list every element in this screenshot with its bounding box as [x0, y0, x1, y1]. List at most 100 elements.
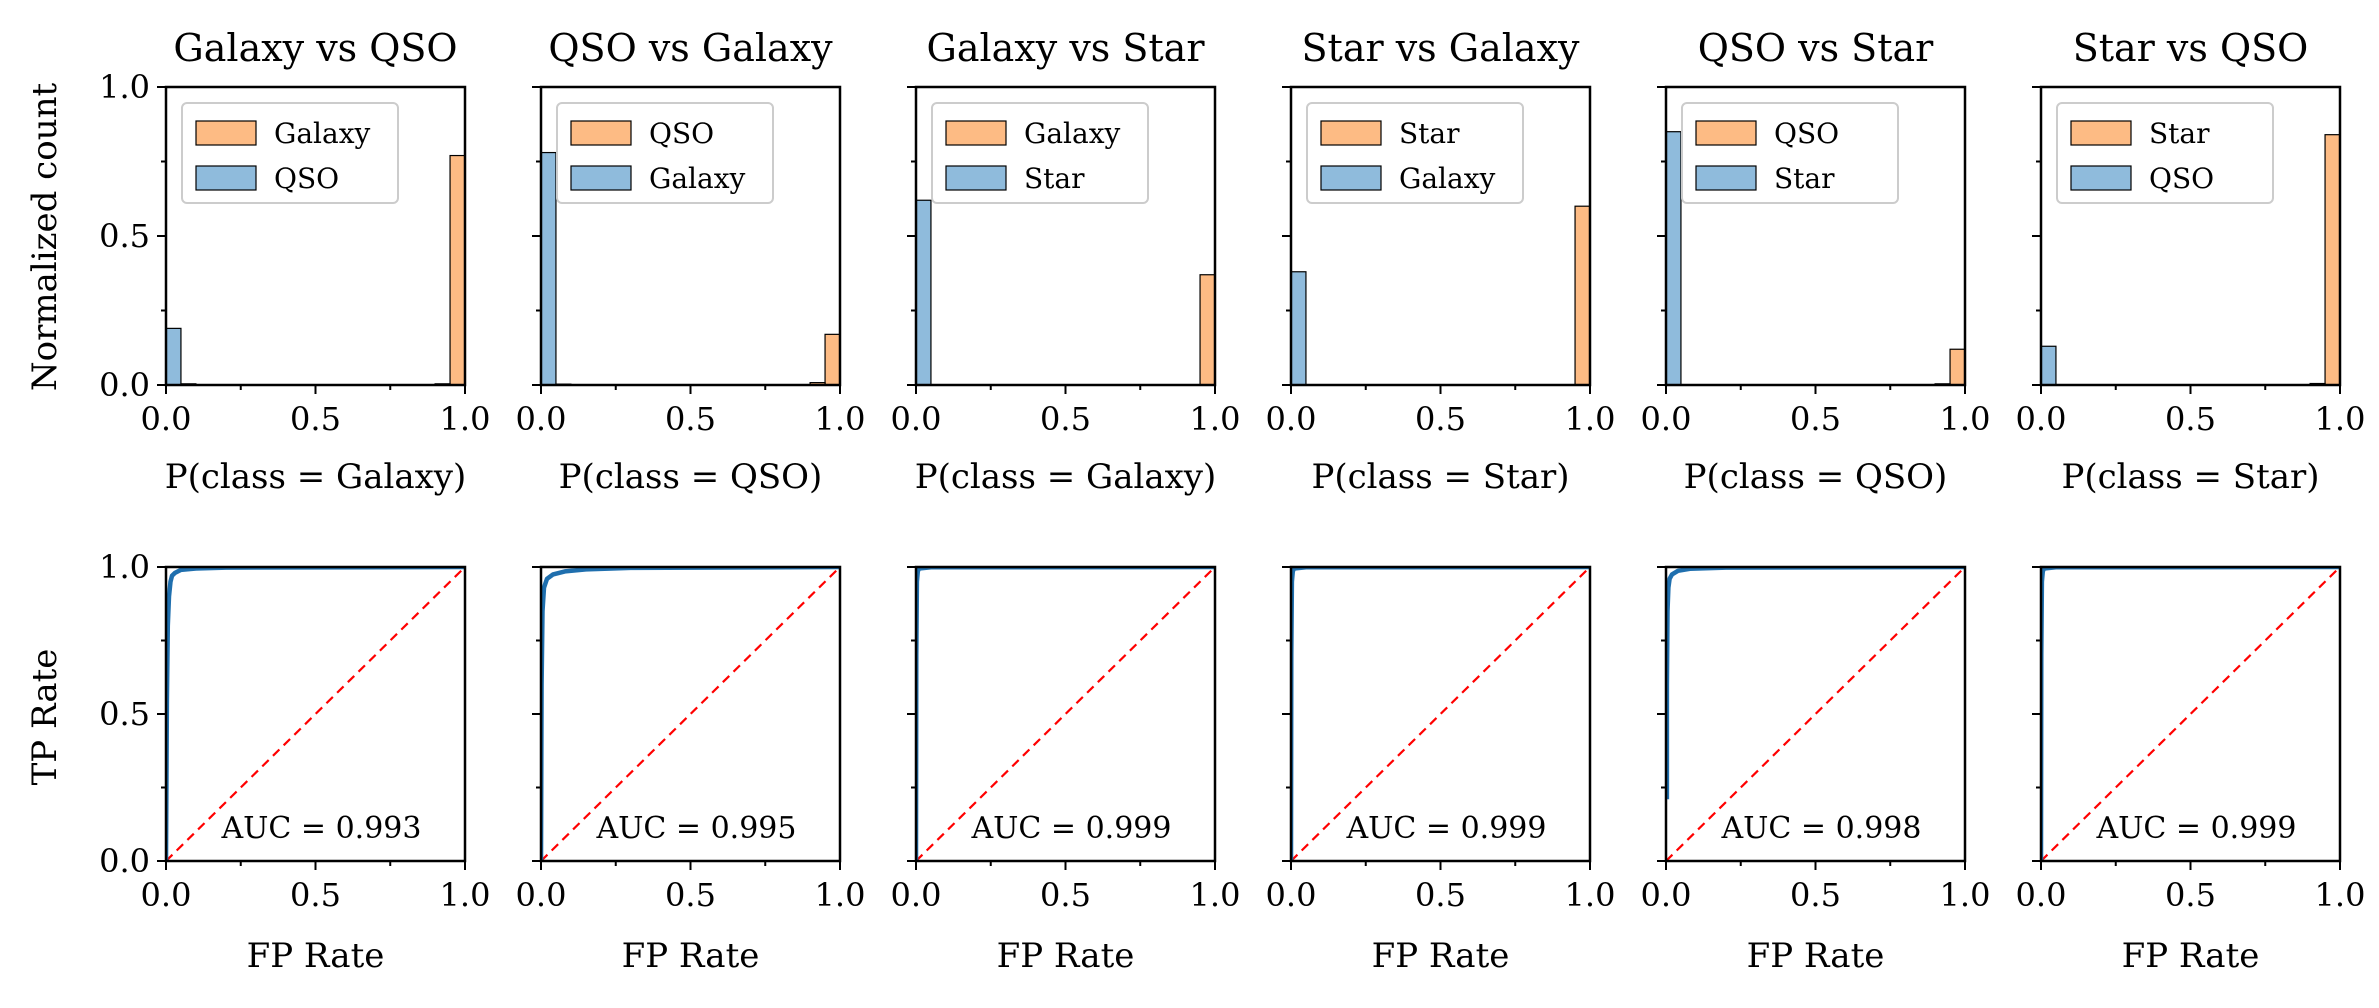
- roc-curve: [1666, 567, 1965, 800]
- y-tick-label: 0.0: [99, 366, 150, 404]
- y-tick-label: 1.0: [99, 548, 150, 586]
- x-tick-label: 1.0: [440, 876, 491, 914]
- auc-annotation: AUC = 0.999: [970, 811, 1171, 846]
- y-tick-label: 0.5: [99, 217, 150, 255]
- panel-title: Star vs QSO: [2073, 26, 2309, 70]
- x-tick-label: 1.0: [815, 876, 866, 914]
- legend-swatch: [195, 120, 257, 146]
- x-tick-label: 0.0: [141, 876, 192, 914]
- y-tick-label: 0.5: [99, 695, 150, 733]
- hist-panel-4: 0.0 0.5 1.0 P(class = Star) Star vs Galaxy St…: [1266, 26, 1616, 497]
- x-tick-label: 1.0: [815, 400, 866, 438]
- x-tick-label: 0.0: [1266, 876, 1317, 914]
- hist-panel-1: 0.0 0.5 1.0 0.0 0.5 1.0 P(class = Galaxy) Galax…: [99, 26, 490, 497]
- histogram-bar: [2324, 134, 2340, 385]
- histogram-bar: [1666, 131, 1682, 385]
- auc-annotation: AUC = 0.998: [1720, 811, 1921, 846]
- roc-panel-4: AUC = 0.999 0.0 0.5 1.0 FP Rate: [1266, 565, 1616, 976]
- x-tick-label: 1.0: [1190, 876, 1241, 914]
- legend-swatch: [1695, 120, 1757, 146]
- legend-swatch: [1320, 120, 1382, 146]
- x-tick-label: 0.0: [891, 876, 942, 914]
- x-axis-label: FP Rate: [1372, 936, 1510, 976]
- legend-label: Star: [1024, 162, 1085, 195]
- legend-label: QSO: [649, 117, 714, 150]
- x-axis-label: FP Rate: [622, 936, 760, 976]
- x-tick-label: 0.0: [1641, 400, 1692, 438]
- hist-ylabel: Normalized count: [25, 83, 65, 392]
- legend-label: Star: [2149, 117, 2210, 150]
- x-tick-label: 0.0: [2016, 876, 2067, 914]
- legend-label: Star: [1774, 162, 1835, 195]
- legend-swatch: [570, 165, 632, 191]
- panel-title: Galaxy vs Star: [927, 26, 1206, 70]
- histogram-bar: [824, 333, 840, 385]
- x-tick-label: 1.0: [1565, 400, 1616, 438]
- chance-diagonal-line: [1291, 567, 1590, 861]
- legend-label: Galaxy: [274, 117, 371, 150]
- legend-label: QSO: [2149, 162, 2214, 195]
- chance-diagonal-line: [2041, 567, 2340, 861]
- x-axis-label: P(class = QSO): [559, 457, 823, 497]
- y-tick-label: 1.0: [99, 68, 150, 106]
- legend-label: Galaxy: [649, 162, 746, 195]
- legend-swatch: [945, 120, 1007, 146]
- legend-label: Star: [1399, 117, 1460, 150]
- x-tick-label: 0.0: [516, 400, 567, 438]
- legend-label: Galaxy: [1024, 117, 1121, 150]
- histogram-bar: [1291, 271, 1307, 385]
- chance-diagonal-line: [1666, 567, 1965, 861]
- roc-ylabel: TP Rate: [25, 649, 65, 786]
- legend-label: QSO: [274, 162, 339, 195]
- legend-swatch: [1320, 165, 1382, 191]
- roc-panel-5: AUC = 0.998 0.0 0.5 1.0 FP Rate: [1641, 565, 1990, 976]
- x-tick-label: 1.0: [440, 400, 491, 438]
- x-tick-label: 0.5: [1415, 876, 1466, 914]
- legend-swatch: [1695, 165, 1757, 191]
- auc-annotation: AUC = 0.999: [1345, 811, 1546, 846]
- x-tick-label: 0.5: [1040, 876, 1091, 914]
- x-axis-label: FP Rate: [1747, 936, 1885, 976]
- plot-area: [541, 151, 840, 385]
- x-tick-label: 0.5: [2165, 400, 2216, 438]
- auc-annotation: AUC = 0.999: [2095, 811, 2296, 846]
- x-tick-label: 0.5: [290, 400, 341, 438]
- x-tick-label: 1.0: [1940, 400, 1991, 438]
- histogram-bar: [1199, 274, 1215, 385]
- histogram-bar: [916, 199, 932, 385]
- auc-annotation: AUC = 0.993: [220, 811, 421, 846]
- histogram-bar: [2041, 345, 2057, 385]
- roc-panel-3: AUC = 0.999 0.0 0.5 1.0 FP Rate: [891, 565, 1241, 976]
- x-tick-label: 0.5: [2165, 876, 2216, 914]
- y-tick-label: 0.0: [99, 842, 150, 880]
- hist-panel-3: 0.0 0.5 1.0 P(class = Galaxy) Galaxy vs Star…: [891, 26, 1241, 497]
- legend-label: QSO: [1774, 117, 1839, 150]
- hist-panel-6: 0.0 0.5 1.0 P(class = Star) Star vs QSO Star Q…: [2016, 26, 2366, 497]
- plot-area: [2041, 134, 2340, 385]
- hist-panel-2: 0.0 0.5 1.0 P(class = QSO) QSO vs Galaxy QSO G…: [516, 26, 866, 497]
- x-tick-label: 0.5: [1790, 400, 1841, 438]
- legend-swatch: [570, 120, 632, 146]
- panel-title: QSO vs Galaxy: [548, 26, 833, 70]
- x-tick-label: 0.5: [1790, 876, 1841, 914]
- roc-panel-2: AUC = 0.995 0.0 0.5 1.0 FP Rate: [516, 565, 866, 976]
- x-axis-label: P(class = QSO): [1684, 457, 1948, 497]
- histogram-bar: [541, 151, 557, 385]
- x-tick-label: 1.0: [1565, 876, 1616, 914]
- x-axis-label: FP Rate: [2122, 936, 2260, 976]
- x-tick-label: 1.0: [2315, 876, 2366, 914]
- chance-diagonal-line: [916, 567, 1215, 861]
- x-axis-label: P(class = Galaxy): [165, 457, 467, 497]
- legend-swatch: [2070, 120, 2132, 146]
- plot-area: [1291, 205, 1590, 385]
- x-axis-label: FP Rate: [997, 936, 1135, 976]
- x-tick-label: 0.0: [1641, 876, 1692, 914]
- legend-swatch: [195, 165, 257, 191]
- legend-label: Galaxy: [1399, 162, 1496, 195]
- legend-swatch: [945, 165, 1007, 191]
- x-tick-label: 0.0: [516, 876, 567, 914]
- x-tick-label: 0.5: [665, 400, 716, 438]
- plot-area: [1666, 131, 1965, 385]
- histogram-bar: [449, 154, 465, 385]
- chance-diagonal-line: [541, 567, 840, 861]
